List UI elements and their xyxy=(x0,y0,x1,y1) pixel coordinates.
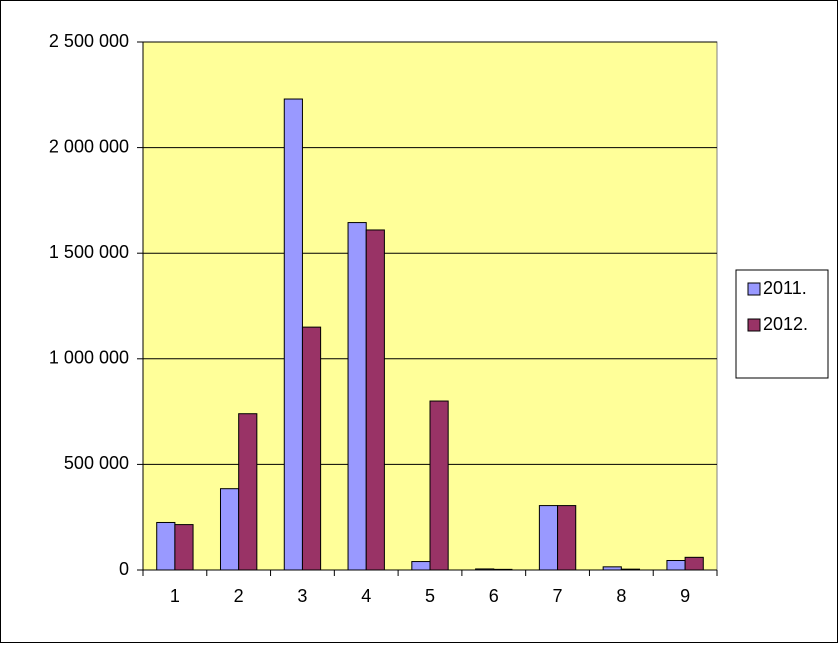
y-tick-label: 2 000 000 xyxy=(49,136,129,156)
y-tick-label: 0 xyxy=(119,559,129,579)
bar xyxy=(174,524,194,571)
bar xyxy=(365,229,385,571)
legend-swatch xyxy=(747,282,761,296)
legend-label: 2011. xyxy=(763,278,807,298)
bar xyxy=(283,98,303,571)
x-tick-label: 4 xyxy=(361,586,371,606)
y-tick-label: 1 500 000 xyxy=(49,242,129,262)
x-tick-label: 2 xyxy=(234,586,244,606)
x-tick-label: 3 xyxy=(297,586,307,606)
x-tick-label: 8 xyxy=(616,586,626,606)
x-tick-label: 1 xyxy=(170,586,180,606)
y-tick-label: 2 500 000 xyxy=(49,31,129,51)
bar xyxy=(429,400,449,571)
bar xyxy=(684,556,704,571)
x-tick-label: 9 xyxy=(680,586,690,606)
bar xyxy=(666,559,686,571)
y-tick-label: 1 000 000 xyxy=(49,348,129,368)
x-tick-label: 6 xyxy=(489,586,499,606)
bar xyxy=(347,222,367,571)
bar xyxy=(238,413,258,571)
x-tick-label: 5 xyxy=(425,586,435,606)
bar xyxy=(602,566,622,571)
bar xyxy=(475,568,495,571)
bar xyxy=(620,568,641,571)
x-tick-label: 7 xyxy=(553,586,563,606)
bar xyxy=(411,561,431,571)
bar xyxy=(156,521,176,571)
bar xyxy=(557,505,577,571)
bar xyxy=(301,326,322,571)
y-tick-label: 500 000 xyxy=(64,453,129,473)
legend-label: 2012. xyxy=(763,314,808,334)
bar xyxy=(538,505,559,571)
bar xyxy=(493,568,513,571)
bar xyxy=(219,488,240,571)
legend-swatch xyxy=(747,318,761,332)
